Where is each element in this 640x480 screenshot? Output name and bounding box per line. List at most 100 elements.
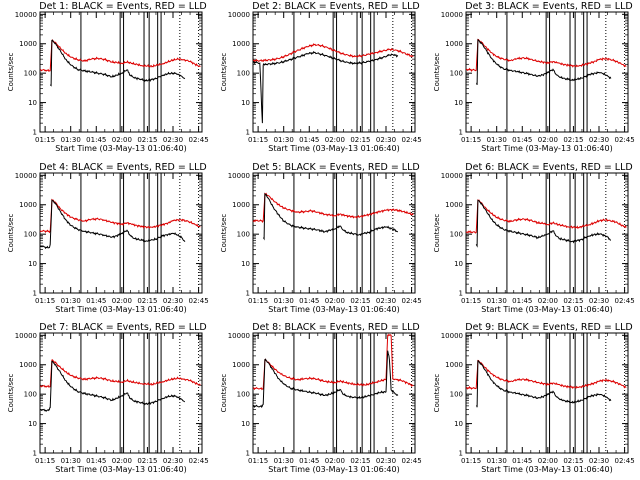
y-axis-label: Counts/sec	[433, 53, 441, 92]
y-tick-label: 100	[237, 70, 250, 78]
x-tick-label: 01:30	[487, 297, 507, 305]
x-tick-label: 01:45	[299, 297, 319, 305]
x-tick-label: 01:45	[512, 297, 532, 305]
panel-1: Det 1: BLACK = Events, RED = LLD11010010…	[7, 1, 209, 153]
panel-title: Det 1: BLACK = Events, RED = LLD	[39, 1, 206, 12]
x-tick-label: 02:15	[137, 297, 157, 305]
y-tick-label: 1000	[445, 40, 463, 48]
x-tick-label: 02:45	[188, 136, 208, 144]
x-tick-label: 02:00	[325, 136, 345, 144]
x-tick-label: 01:30	[274, 457, 294, 465]
x-tick-label: 02:30	[376, 297, 396, 305]
x-tick-label: 01:45	[86, 136, 106, 144]
x-tick-label: 01:45	[512, 457, 532, 465]
y-tick-label: 1000	[19, 40, 37, 48]
x-tick-label: 01:15	[248, 457, 268, 465]
panel-2: Det 2: BLACK = Events, RED = LLD11010010…	[220, 1, 422, 153]
panel-7: Det 7: BLACK = Events, RED = LLD 1 10 100 10…	[7, 322, 209, 474]
x-tick-label: 02:45	[614, 136, 634, 144]
x-tick-label: 01:45	[86, 457, 106, 465]
x-tick-label: 02:15	[350, 457, 370, 465]
y-tick-label: 10	[241, 99, 250, 107]
x-tick-label: 01:15	[35, 297, 55, 305]
x-tick-label: 02:45	[401, 457, 421, 465]
x-tick-label: 01:30	[61, 297, 81, 305]
y-tick-label: 10000	[228, 172, 250, 180]
y-tick-label: 10	[28, 99, 37, 107]
plot-frame	[466, 173, 628, 293]
x-tick-label: 02:30	[589, 136, 609, 144]
x-tick-label: 01:30	[274, 297, 294, 305]
x-tick-label: 01:45	[299, 457, 319, 465]
y-tick-label: 1000	[445, 361, 463, 369]
x-tick-label: 02:15	[350, 297, 370, 305]
plot-frame	[253, 12, 415, 132]
y-tick-label: 10	[241, 420, 250, 428]
x-tick-label: 02:15	[563, 136, 583, 144]
y-axis-label: Counts/sec	[433, 214, 441, 253]
x-tick-label: 01:30	[61, 457, 81, 465]
panel-title: Det 9: BLACK = Events, RED = LLD	[465, 322, 632, 333]
panel-title: Det 4: BLACK = Events, RED = LLD	[39, 162, 206, 173]
y-tick-label: 10	[454, 420, 463, 428]
y-tick-label: 100	[237, 391, 250, 399]
x-axis-label: Start Time (03-May-13 01:06:40)	[268, 305, 399, 314]
panel-title: Det 3: BLACK = Events, RED = LLD	[465, 1, 632, 12]
x-tick-label: 02:00	[538, 457, 558, 465]
x-tick-label: 02:45	[614, 297, 634, 305]
x-tick-label: 02:45	[188, 457, 208, 465]
x-tick-label: 01:30	[274, 136, 294, 144]
x-tick-label: 02:00	[325, 297, 345, 305]
x-tick-label: 01:45	[512, 136, 532, 144]
y-tick-label: 100	[450, 231, 463, 239]
x-tick-label: 01:15	[248, 136, 268, 144]
y-axis-label: Counts/sec	[7, 53, 15, 92]
y-tick-label: 1000	[232, 361, 250, 369]
events-series-line	[263, 194, 398, 239]
x-tick-label: 02:15	[137, 136, 157, 144]
x-tick-label: 01:15	[461, 457, 481, 465]
y-tick-label: 1000	[232, 40, 250, 48]
events-series-line	[253, 52, 398, 123]
x-axis-label: Start Time (03-May-13 01:06:40)	[481, 144, 612, 153]
detector-count-rate-plots: Det 1: BLACK = Events, RED = LLD11010010…	[0, 0, 640, 480]
y-tick-label: 10	[28, 260, 37, 268]
y-tick-label: 10	[454, 99, 463, 107]
x-tick-label: 02:15	[350, 136, 370, 144]
plot-frame	[466, 333, 628, 453]
y-tick-label: 10000	[15, 332, 37, 340]
y-tick-label: 100	[24, 231, 37, 239]
x-tick-label: 02:30	[163, 457, 183, 465]
x-tick-label: 02:00	[112, 136, 132, 144]
panel-6: Det 6: BLACK = Events, RED = LLD 1 10 100 10…	[433, 162, 635, 314]
x-axis-label: Start Time (03-May-13 01:06:40)	[481, 305, 612, 314]
x-tick-label: 02:45	[614, 457, 634, 465]
y-axis-label: Counts/sec	[220, 214, 228, 253]
panel-title: Det 2: BLACK = Events, RED = LLD	[252, 1, 419, 12]
y-tick-label: 100	[237, 231, 250, 239]
x-tick-label: 02:30	[589, 457, 609, 465]
x-tick-label: 01:15	[248, 297, 268, 305]
plot-frame	[40, 12, 202, 132]
y-tick-label: 10000	[228, 332, 250, 340]
y-axis-label: Counts/sec	[433, 374, 441, 413]
x-tick-label: 02:00	[538, 136, 558, 144]
x-tick-label: 02:15	[563, 457, 583, 465]
plot-frame	[253, 173, 415, 293]
x-tick-label: 02:15	[137, 457, 157, 465]
y-tick-label: 10	[241, 260, 250, 268]
x-tick-label: 02:30	[376, 136, 396, 144]
events-series-line	[253, 351, 398, 407]
x-axis-label: Start Time (03-May-13 01:06:40)	[268, 465, 399, 474]
y-tick-label: 100	[450, 70, 463, 78]
x-tick-label: 01:15	[35, 136, 55, 144]
y-tick-label: 1000	[445, 201, 463, 209]
panel-title: Det 8: BLACK = Events, RED = LLD	[252, 322, 419, 333]
panel-9: Det 9: BLACK = Events, RED = LLD11010010…	[433, 322, 635, 474]
x-tick-label: 01:15	[461, 136, 481, 144]
plot-frame	[40, 333, 202, 453]
x-tick-label: 02:00	[112, 297, 132, 305]
x-tick-label: 02:30	[376, 457, 396, 465]
x-tick-label: 01:45	[86, 297, 106, 305]
x-axis-label: Start Time (03-May-13 01:06:40)	[55, 144, 186, 153]
